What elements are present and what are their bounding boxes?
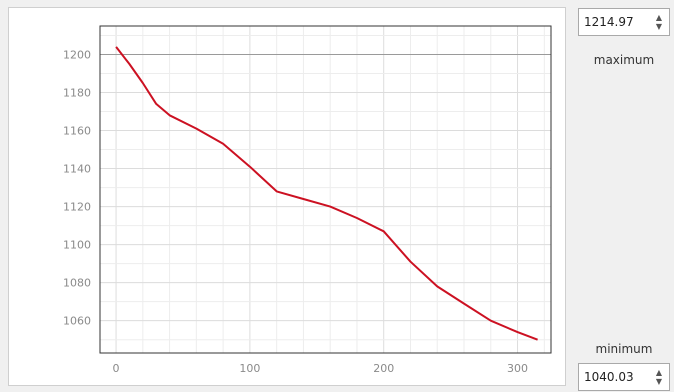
y-tick-label: 1160 <box>63 125 91 138</box>
minimum-input[interactable] <box>579 364 649 390</box>
y-tick-label: 1180 <box>63 86 91 99</box>
maximum-label: maximum <box>593 53 655 67</box>
spin-down-icon[interactable]: ▼ <box>655 377 663 386</box>
line-chart: 0 100 200 300 1060 1080 1100 1120 1140 1160 1180 12… <box>63 25 552 375</box>
x-tick-label: 0 <box>113 362 120 375</box>
plot-frame <box>99 25 552 354</box>
y-tick-label: 1080 <box>63 277 91 290</box>
y-tick-label: 1120 <box>63 201 91 214</box>
maximum-input[interactable] <box>579 9 649 35</box>
spin-up-icon[interactable]: ▲ <box>655 368 663 377</box>
x-tick-label: 200 <box>373 362 394 375</box>
spin-down-icon[interactable]: ▼ <box>655 22 663 31</box>
spin-up-icon[interactable]: ▲ <box>655 13 663 22</box>
y-tick-label: 1140 <box>63 163 91 176</box>
maximum-spinbox[interactable]: ▲ ▼ <box>578 8 670 36</box>
minimum-label: minimum <box>595 342 653 356</box>
series-line <box>115 46 538 341</box>
minimum-spinbox[interactable]: ▲ ▼ <box>578 363 670 391</box>
x-tick-label: 100 <box>239 362 260 375</box>
maximum-spin-arrows[interactable]: ▲ ▼ <box>649 9 669 35</box>
y-tick-label: 1100 <box>63 239 91 252</box>
minimum-spin-arrows[interactable]: ▲ ▼ <box>649 364 669 390</box>
x-tick-label: 300 <box>507 362 528 375</box>
chart-panel: 0 100 200 300 1060 1080 1100 1120 1140 1160 1180 12… <box>8 7 566 386</box>
y-tick-label: 1060 <box>63 315 91 328</box>
y-tick-label: 1200 <box>63 48 91 61</box>
